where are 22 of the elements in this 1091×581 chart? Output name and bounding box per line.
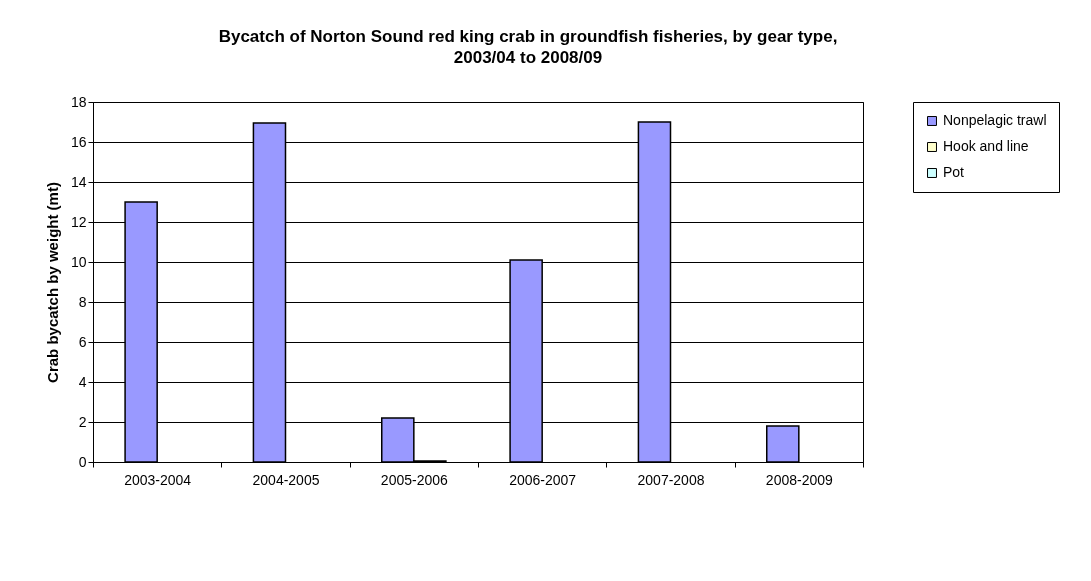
y-tick-label: 0 bbox=[78, 453, 87, 470]
y-axis-title: Crab bycatch by weight (mt) bbox=[43, 182, 61, 383]
y-tick-label: 8 bbox=[78, 293, 87, 310]
x-tick-label: 2004-2005 bbox=[252, 471, 320, 488]
legend-label: Nonpelagic trawl bbox=[943, 112, 1047, 128]
y-tick-label: 16 bbox=[70, 133, 87, 150]
legend-label: Hook and line bbox=[943, 138, 1029, 154]
y-tick-label: 12 bbox=[70, 213, 87, 230]
y-tick-label: 14 bbox=[70, 173, 87, 190]
y-tick-label: 10 bbox=[70, 253, 87, 270]
chart-title: Bycatch of Norton Sound red king crab in groundfish fisheries, by gear type, 2003/04 to 2008/09 bbox=[218, 27, 838, 67]
y-tick-label: 6 bbox=[78, 333, 87, 350]
x-tick-label: 2008-2009 bbox=[765, 471, 834, 488]
bar bbox=[766, 425, 800, 463]
x-tick-label: 2003-2004 bbox=[124, 471, 192, 488]
y-tick-label: 18 bbox=[70, 93, 87, 110]
x-tick-label: 2007-2008 bbox=[637, 471, 705, 488]
x-tick-label: 2005-2006 bbox=[380, 471, 449, 488]
y-tick-label: 2 bbox=[78, 413, 87, 430]
x-tick-label: 2006-2007 bbox=[509, 471, 577, 488]
y-tick-label: 4 bbox=[78, 373, 87, 390]
legend-label: Pot bbox=[943, 164, 965, 180]
